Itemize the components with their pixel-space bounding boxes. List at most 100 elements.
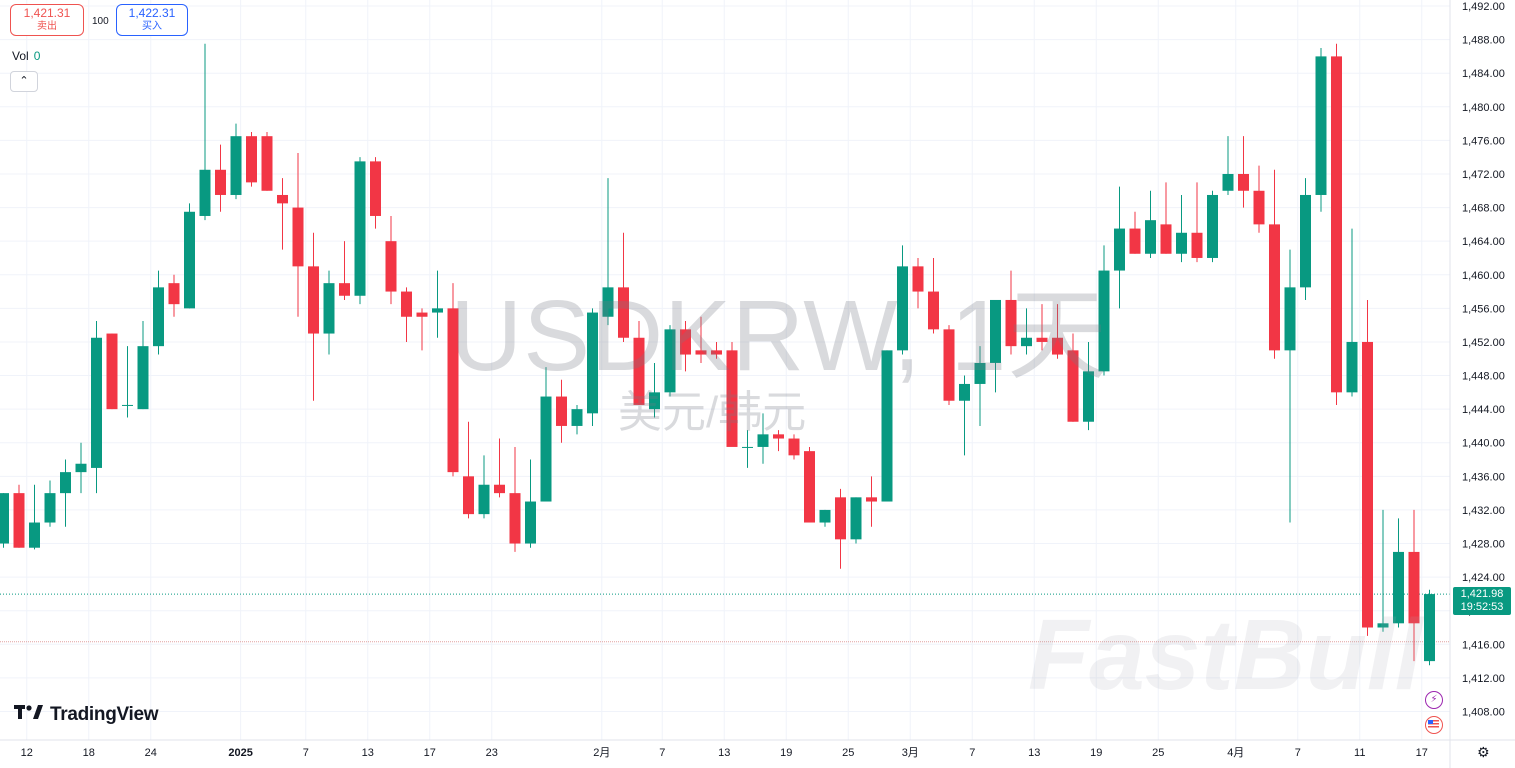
candles[interactable] bbox=[0, 43, 1435, 666]
candle[interactable] bbox=[1098, 245, 1110, 376]
candle[interactable] bbox=[974, 346, 986, 426]
candle[interactable] bbox=[60, 459, 71, 527]
candle[interactable] bbox=[680, 320, 691, 372]
candle[interactable] bbox=[1207, 190, 1218, 263]
candle[interactable] bbox=[897, 245, 908, 355]
candle[interactable] bbox=[757, 413, 769, 464]
candle[interactable] bbox=[912, 257, 924, 309]
candle[interactable] bbox=[292, 152, 304, 317]
candle[interactable] bbox=[370, 157, 381, 229]
candle[interactable] bbox=[447, 283, 459, 477]
candle[interactable] bbox=[1067, 333, 1079, 422]
candle[interactable] bbox=[354, 157, 366, 305]
candle[interactable] bbox=[1331, 43, 1342, 405]
candle[interactable] bbox=[943, 325, 955, 405]
settings-icon[interactable]: ⚙ bbox=[1477, 744, 1490, 760]
candle[interactable] bbox=[1176, 194, 1187, 263]
candle[interactable] bbox=[959, 375, 970, 456]
candle[interactable] bbox=[556, 379, 567, 443]
candle[interactable] bbox=[1269, 169, 1280, 359]
tradingview-logo[interactable]: TradingView bbox=[14, 704, 159, 726]
candle[interactable] bbox=[416, 308, 428, 351]
sell-button[interactable]: 1,421.31 卖出 bbox=[10, 4, 84, 36]
candle[interactable] bbox=[308, 232, 319, 401]
candle[interactable] bbox=[866, 476, 877, 527]
candle[interactable] bbox=[199, 43, 211, 221]
candle[interactable] bbox=[1300, 178, 1311, 300]
candle[interactable] bbox=[1129, 211, 1141, 254]
candle[interactable] bbox=[990, 299, 1001, 393]
candle[interactable] bbox=[819, 509, 831, 527]
buy-button[interactable]: 1,422.31 买入 bbox=[116, 4, 188, 36]
candle[interactable] bbox=[525, 459, 536, 548]
candle[interactable] bbox=[75, 442, 87, 494]
candle[interactable] bbox=[742, 430, 753, 468]
us-flag-icon[interactable] bbox=[1425, 716, 1443, 734]
candle[interactable] bbox=[1284, 249, 1296, 523]
candle[interactable] bbox=[432, 270, 443, 338]
candle[interactable] bbox=[1238, 136, 1249, 208]
candle[interactable] bbox=[1083, 341, 1094, 431]
collapse-legend-button[interactable]: ⌃ bbox=[10, 71, 38, 92]
candle[interactable] bbox=[339, 241, 350, 300]
candle[interactable] bbox=[463, 421, 474, 519]
candle[interactable] bbox=[1393, 518, 1404, 628]
candle[interactable] bbox=[478, 455, 490, 519]
candle[interactable] bbox=[153, 270, 164, 355]
candle[interactable] bbox=[230, 123, 242, 200]
candle[interactable] bbox=[29, 484, 40, 550]
candle[interactable] bbox=[0, 493, 9, 548]
candle[interactable] bbox=[1377, 509, 1389, 632]
candle[interactable] bbox=[850, 497, 862, 544]
candle[interactable] bbox=[1160, 182, 1172, 254]
candle[interactable] bbox=[804, 446, 815, 523]
candle[interactable] bbox=[323, 270, 335, 355]
candle[interactable] bbox=[835, 488, 846, 569]
candle[interactable] bbox=[664, 325, 676, 397]
candle[interactable] bbox=[649, 362, 660, 418]
candle[interactable] bbox=[44, 480, 56, 527]
candle[interactable] bbox=[277, 178, 288, 250]
candle[interactable] bbox=[122, 346, 133, 418]
candle[interactable] bbox=[1052, 304, 1063, 359]
candle[interactable] bbox=[1253, 165, 1265, 233]
candle[interactable] bbox=[91, 320, 102, 494]
candle[interactable] bbox=[1362, 299, 1373, 636]
candle[interactable] bbox=[137, 320, 149, 410]
candle[interactable] bbox=[1315, 47, 1327, 212]
candle[interactable] bbox=[246, 131, 257, 187]
candle[interactable] bbox=[1191, 182, 1203, 263]
candle[interactable] bbox=[1114, 186, 1125, 309]
candle[interactable] bbox=[1145, 190, 1156, 258]
candle[interactable] bbox=[1021, 308, 1032, 355]
candle[interactable] bbox=[773, 430, 784, 452]
candle[interactable] bbox=[509, 446, 521, 552]
candle[interactable] bbox=[494, 438, 505, 498]
lightning-icon[interactable]: ⚡ bbox=[1425, 691, 1443, 709]
candle[interactable] bbox=[385, 215, 397, 305]
candle[interactable] bbox=[1036, 304, 1048, 351]
candle[interactable] bbox=[711, 341, 722, 359]
candle[interactable] bbox=[1424, 589, 1435, 666]
candle[interactable] bbox=[1408, 509, 1420, 662]
candle[interactable] bbox=[261, 131, 273, 191]
candle[interactable] bbox=[13, 484, 25, 548]
candle[interactable] bbox=[881, 350, 893, 502]
candle[interactable] bbox=[726, 341, 738, 447]
candle[interactable] bbox=[695, 316, 707, 363]
candle[interactable] bbox=[540, 367, 552, 502]
candle[interactable] bbox=[106, 333, 118, 410]
candle[interactable] bbox=[184, 203, 195, 309]
candle[interactable] bbox=[633, 320, 645, 405]
candle[interactable] bbox=[587, 308, 598, 426]
candle[interactable] bbox=[618, 232, 629, 342]
candle[interactable] bbox=[928, 257, 939, 334]
candle[interactable] bbox=[1346, 228, 1358, 397]
candle[interactable] bbox=[602, 178, 614, 326]
candle[interactable] bbox=[215, 144, 226, 212]
candle[interactable] bbox=[401, 287, 412, 342]
candle[interactable] bbox=[168, 274, 180, 317]
candle[interactable] bbox=[788, 434, 800, 460]
candle[interactable] bbox=[1222, 136, 1234, 195]
candle[interactable] bbox=[1005, 270, 1017, 355]
